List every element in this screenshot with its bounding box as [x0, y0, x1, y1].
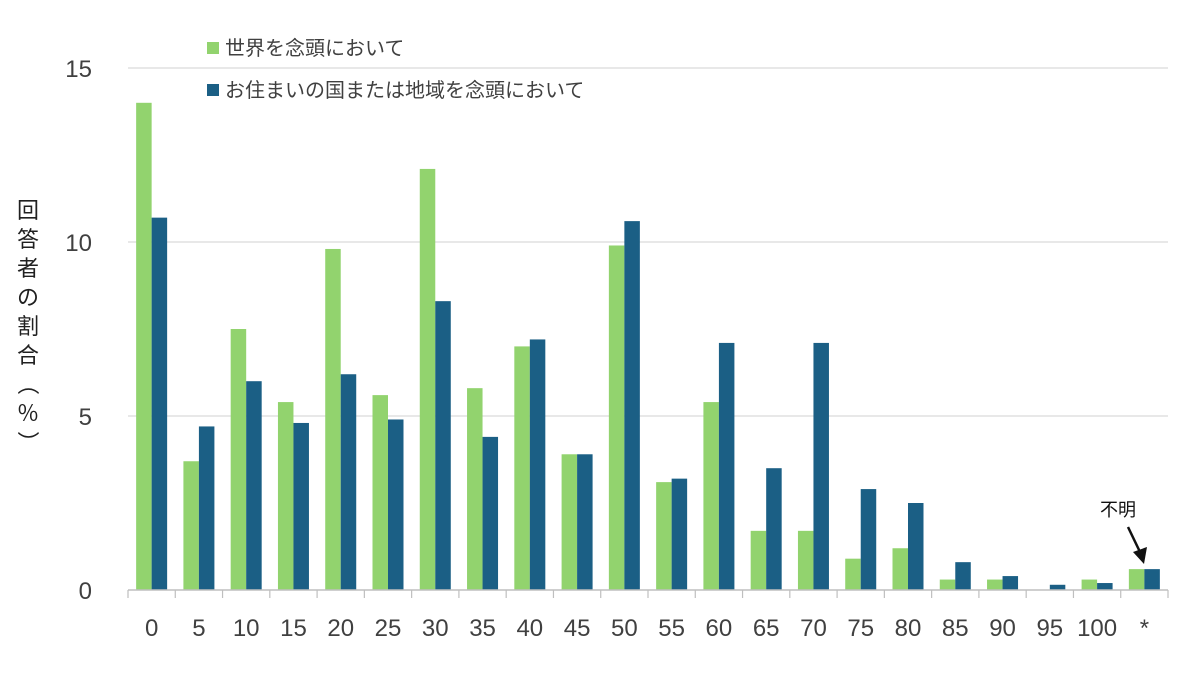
x-tick-label: * — [1140, 615, 1149, 642]
x-tick-label: 25 — [375, 615, 402, 642]
bar-world-15 — [845, 558, 861, 590]
bar-world-3 — [277, 402, 294, 590]
bar-country-13 — [766, 468, 782, 590]
bar-country-14 — [813, 342, 829, 590]
bar-world-4 — [325, 248, 341, 590]
y-axis-label-char: 合 — [17, 344, 39, 369]
bar-world-7 — [467, 388, 483, 590]
y-tick-label: 15 — [65, 56, 92, 83]
y-axis-label-char: ％ — [17, 402, 39, 427]
bar-world-12 — [703, 402, 719, 590]
bar-country-7 — [482, 436, 499, 590]
bar-country-20 — [1097, 583, 1113, 590]
x-tick-label: 50 — [611, 615, 638, 642]
y-tick-label: 10 — [65, 230, 92, 257]
bar-world-20 — [1081, 579, 1098, 590]
bar-world-5 — [372, 395, 388, 590]
bar-country-8 — [529, 339, 546, 590]
x-tick-label: 80 — [895, 615, 922, 642]
bar-world-6 — [419, 168, 436, 591]
unknown-annotation-arrowhead — [1133, 547, 1147, 564]
bar-world-8 — [514, 346, 530, 590]
unknown-annotation-arrow — [1126, 526, 1142, 553]
x-tick-label: 75 — [847, 615, 874, 642]
y-axis-ticks: 0 5 10 15 — [65, 56, 92, 605]
bar-world-16 — [892, 548, 908, 590]
y-tick-label: 0 — [79, 578, 92, 605]
bar-country-18 — [1002, 576, 1019, 590]
gridlines — [128, 67, 1168, 417]
bar-world-2 — [230, 329, 247, 590]
x-axis-ticks: 0 5 10 15 20 25 30 35 40 45 50 55 60 65 70 75 80 85 90 95 10… — [127, 590, 1169, 642]
bar-world-0 — [136, 102, 152, 591]
x-tick-label: 35 — [469, 615, 496, 642]
bar-world-1 — [183, 461, 199, 590]
bar-world-9 — [561, 454, 578, 590]
bar-country-5 — [388, 419, 404, 590]
unknown-annotation: 不明 — [1100, 500, 1147, 564]
bar-world-17 — [939, 579, 956, 590]
x-tick-label: 65 — [753, 615, 780, 642]
bar-country-2 — [246, 381, 262, 590]
x-tick-label: 10 — [233, 615, 260, 642]
x-tick-label: 60 — [706, 615, 733, 642]
bar-world-18 — [987, 579, 1003, 590]
bar-world-14 — [797, 530, 814, 590]
bar-country-6 — [435, 301, 451, 590]
bar-country-4 — [340, 374, 357, 590]
bar-country-15 — [860, 489, 877, 590]
bar-country-19 — [1049, 584, 1066, 590]
x-tick-label: 0 — [145, 615, 158, 642]
x-tick-label: 40 — [516, 615, 543, 642]
bar-world-10 — [608, 245, 625, 591]
bar-country-0 — [151, 217, 168, 590]
x-tick-label: 100 — [1077, 615, 1117, 642]
x-tick-label: 45 — [564, 615, 591, 642]
legend-label-world: 世界を念頭において — [225, 36, 404, 60]
bar-country-3 — [293, 422, 309, 590]
x-tick-label: 15 — [280, 615, 307, 642]
bar-country-11 — [671, 478, 688, 590]
legend-swatch-country — [207, 84, 219, 96]
y-axis-label-char: ） — [14, 431, 39, 453]
y-axis-label-char: の — [17, 286, 39, 311]
x-tick-label: 55 — [658, 615, 685, 642]
y-tick-label: 5 — [79, 404, 92, 431]
bar-country-1 — [198, 426, 215, 590]
bar-country-17 — [955, 562, 971, 590]
x-tick-label: 85 — [942, 615, 969, 642]
bar-country-12 — [718, 342, 735, 590]
x-tick-label: 70 — [800, 615, 827, 642]
unknown-annotation-label: 不明 — [1100, 500, 1136, 521]
bars — [136, 102, 1160, 591]
y-axis-label-char: （ — [14, 373, 39, 395]
legend: 世界を念頭において お住まいの国または地域を念頭において — [207, 36, 584, 102]
y-axis-label-char: 者 — [17, 257, 39, 282]
bar-world-11 — [656, 482, 672, 590]
bar-country-16 — [908, 503, 924, 590]
bar-country-21 — [1144, 569, 1160, 590]
bar-country-9 — [577, 454, 593, 590]
y-axis-label-char: 回 — [17, 199, 39, 224]
legend-label-country: お住まいの国または地域を念頭において — [225, 78, 584, 102]
bar-country-10 — [624, 221, 640, 590]
legend-swatch-world — [207, 42, 219, 54]
x-tick-label: 90 — [989, 615, 1016, 642]
x-tick-label: 30 — [422, 615, 449, 642]
x-tick-label: 20 — [327, 615, 354, 642]
x-tick-label: 5 — [192, 615, 205, 642]
y-axis-label-char: 答 — [17, 228, 39, 253]
bar-world-21 — [1128, 569, 1145, 590]
x-tick-label: 95 — [1036, 615, 1063, 642]
bar-world-13 — [750, 530, 767, 590]
y-axis-label-char: 割 — [17, 315, 39, 340]
